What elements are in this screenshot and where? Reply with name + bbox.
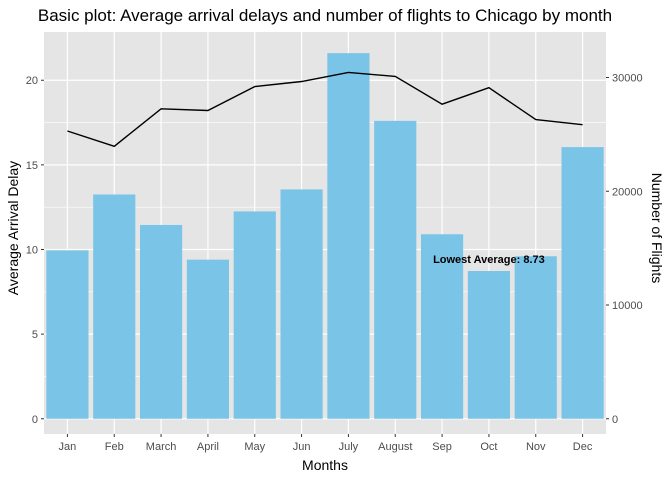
- bar-april: [186, 259, 229, 419]
- y2-tick-label: 20000: [612, 186, 643, 198]
- left-y-axis: 0 5 10 15 20: [26, 75, 44, 426]
- bar-series: [46, 53, 604, 419]
- bar-august: [374, 120, 417, 419]
- lowest-average-annotation: Lowest Average: 8.73: [433, 254, 545, 266]
- y-tick-label: 15: [26, 160, 38, 172]
- bar-jan: [46, 250, 89, 419]
- bar-jun: [280, 189, 323, 419]
- chart-title: Basic plot: Average arrival delays and n…: [38, 6, 612, 25]
- bar-nov: [514, 256, 557, 419]
- x-axis-title: Months: [302, 457, 348, 473]
- bar-sep: [421, 234, 464, 419]
- x-tick-label: Jun: [293, 441, 311, 453]
- x-tick-label: March: [146, 441, 177, 453]
- flights-line: [67, 71, 583, 148]
- y2-tick-label: 0: [612, 414, 618, 426]
- y2-tick-label: 10000: [612, 300, 643, 312]
- x-tick-label: Oct: [480, 441, 497, 453]
- bar-may: [233, 211, 276, 419]
- x-tick-label: July: [339, 441, 359, 453]
- bar-dec: [561, 147, 604, 419]
- y-tick-label: 10: [26, 245, 38, 257]
- x-tick-label: April: [197, 441, 219, 453]
- x-tick-label: Dec: [573, 441, 593, 453]
- right-y-axis: 0 10000 20000 30000: [606, 73, 643, 426]
- y-tick-label: 20: [26, 75, 38, 87]
- x-axis: Jan Feb March April May Jun July August Sep Oct No…: [59, 434, 593, 453]
- bar-feb: [93, 194, 136, 419]
- x-tick-label: May: [244, 441, 265, 453]
- x-tick-label: Feb: [105, 441, 124, 453]
- bar-oct: [467, 270, 510, 419]
- bar-march: [140, 224, 183, 419]
- plot-panel: [44, 32, 606, 434]
- y-tick-label: 0: [32, 414, 38, 426]
- x-tick-label: Jan: [59, 441, 77, 453]
- y2-axis-title: Number of Flights: [649, 173, 665, 283]
- y2-tick-label: 30000: [612, 73, 643, 85]
- y-axis-title: Average Arrival Delay: [5, 161, 21, 295]
- x-tick-label: Sep: [432, 441, 452, 453]
- x-tick-label: August: [378, 441, 412, 453]
- bar-july: [327, 53, 370, 419]
- x-tick-label: Nov: [526, 441, 546, 453]
- y-tick-label: 5: [32, 329, 38, 341]
